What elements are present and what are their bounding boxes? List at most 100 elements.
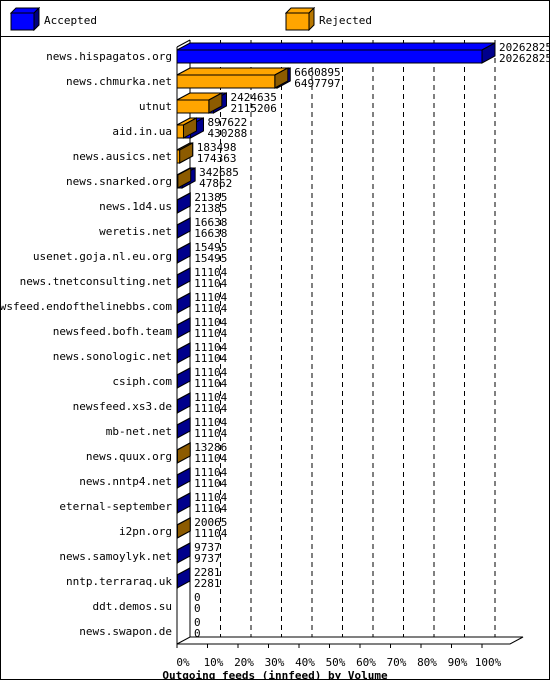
value-label-accepted-news-ausics-net: 183498 xyxy=(197,141,237,154)
value-label-rejected-news-samoylyk-net: 9737 xyxy=(194,552,221,565)
category-label-ddt-demos-su: ddt.demos.su xyxy=(93,600,172,613)
x-tick-label-80: 80% xyxy=(417,656,437,669)
category-label-nntp-terraraq-uk: nntp.terraraq.uk xyxy=(66,575,172,588)
category-label-usenet-goja-nl-eu-org: usenet.goja.nl.eu.org xyxy=(33,250,172,263)
bar-accepted-news-1d4-us-side xyxy=(176,192,191,214)
value-label-rejected-mb-net-net: 11104 xyxy=(194,427,227,440)
x-tick-label-20: 20% xyxy=(234,656,254,669)
value-label-rejected-csiph-com: 11104 xyxy=(194,377,227,390)
bar-accepted-eternal-september-side xyxy=(176,492,191,514)
category-label-news-swapon-de: news.swapon.de xyxy=(79,625,172,638)
legend-rejected-label: Rejected xyxy=(319,14,372,27)
category-label-utnut: utnut xyxy=(139,100,172,113)
value-label-accepted-mb-net-net: 11104 xyxy=(194,416,227,429)
bar-accepted-weretis-net-side xyxy=(176,217,191,239)
bar-accepted-csiph-com-side xyxy=(176,367,191,389)
x-tick-label-70: 70% xyxy=(387,656,407,669)
category-label-csiph-com: csiph.com xyxy=(112,375,172,388)
bar-rejected-news-chmurka-net-top xyxy=(176,67,289,76)
legend: Accepted Rejected xyxy=(1,1,549,37)
value-label-rejected-news-hispagatos-org: 20262825 xyxy=(499,52,550,65)
value-label-rejected-news-swapon-de: 0 xyxy=(194,627,201,640)
category-label-news-samoylyk-net: news.samoylyk.net xyxy=(59,550,172,563)
legend-accepted: Accepted xyxy=(9,6,97,32)
category-label-news-hispagatos-org: news.hispagatos.org xyxy=(46,50,172,63)
bar-accepted-nntp-terraraq-uk-front xyxy=(176,574,178,589)
bar-accepted-news-samoylyk-net-front xyxy=(176,549,178,564)
x-tick-label-90: 90% xyxy=(448,656,468,669)
bar-accepted-news-samoylyk-net-side xyxy=(176,542,191,564)
value-label-rejected-weretis-net: 16638 xyxy=(194,227,227,240)
bar-rejected-i2pn-org-side xyxy=(176,517,191,539)
value-label-accepted-nntp-terraraq-uk: 2281 xyxy=(194,566,221,579)
bar-rejected-news-quux-org-front xyxy=(176,449,178,464)
category-label-eternal-september: eternal-september xyxy=(59,500,172,513)
bar-rejected-news-chmurka-net-front xyxy=(176,74,276,89)
category-label-newsfeed-xs3-de: newsfeed.xs3.de xyxy=(73,400,172,413)
category-label-news-sonologic-net: news.sonologic.net xyxy=(53,350,172,363)
x-tick-label-40: 40% xyxy=(295,656,315,669)
value-label-accepted-news-swapon-de: 0 xyxy=(194,616,201,629)
bar-accepted-news-hispagatos-org-front xyxy=(176,49,483,64)
x-axis-floor xyxy=(176,636,524,645)
category-label-weretis-net: weretis.net xyxy=(99,225,172,238)
category-label-news-chmurka-net: news.chmurka.net xyxy=(66,75,172,88)
value-label-rejected-nntp-terraraq-uk: 2281 xyxy=(194,577,221,590)
value-label-accepted-newsfeed-endofthelinebbs-com: 11104 xyxy=(194,291,227,304)
value-label-accepted-news-quux-org: 13286 xyxy=(194,441,227,454)
value-label-accepted-eternal-september: 11104 xyxy=(194,491,227,504)
value-label-rejected-news-1d4-us: 21385 xyxy=(194,202,227,215)
bar-accepted-mb-net-net-front xyxy=(176,424,178,439)
value-label-accepted-news-snarked-org: 342685 xyxy=(199,166,239,179)
value-label-rejected-newsfeed-bofh-team: 11104 xyxy=(194,327,227,340)
bar-rejected-news-ausics-net-front xyxy=(176,149,181,164)
bar-accepted-newsfeed-xs3-de-front xyxy=(176,399,178,414)
bar-rejected-news-ausics-net-side xyxy=(179,142,194,164)
bar-accepted-newsfeed-bofh-team-side xyxy=(176,317,191,339)
bar-rejected-news-snarked-org-front xyxy=(176,174,179,189)
value-label-rejected-newsfeed-endofthelinebbs-com: 11104 xyxy=(194,302,227,315)
value-label-accepted-news-chmurka-net: 6660895 xyxy=(294,66,340,79)
legend-accepted-label: Accepted xyxy=(44,14,97,27)
value-label-rejected-news-ausics-net: 174363 xyxy=(197,152,237,165)
bar-accepted-mb-net-net-side xyxy=(176,417,191,439)
value-label-rejected-i2pn-org: 11104 xyxy=(194,527,227,540)
value-label-accepted-utnut: 2424635 xyxy=(230,91,276,104)
bar-accepted-weretis-net-front xyxy=(176,224,178,239)
bar-accepted-news-tnetconsulting-net-side xyxy=(176,267,191,289)
value-label-rejected-eternal-september: 11104 xyxy=(194,502,227,515)
category-label-newsfeed-endofthelinebbs-com: newsfeed.endofthelinebbs.com xyxy=(0,300,172,313)
x-tick-label-100: 100% xyxy=(475,656,502,669)
value-label-rejected-ddt-demos-su: 0 xyxy=(194,602,201,615)
value-label-accepted-weretis-net: 16638 xyxy=(194,216,227,229)
value-label-rejected-usenet-goja-nl-eu-org: 15495 xyxy=(194,252,227,265)
value-label-rejected-news-nntp4-net: 11104 xyxy=(194,477,227,490)
bar-rejected-news-quux-org-side xyxy=(176,442,191,464)
value-label-rejected-newsfeed-xs3-de: 11104 xyxy=(194,402,227,415)
bar-accepted-csiph-com-front xyxy=(176,374,178,389)
bar-accepted-newsfeed-endofthelinebbs-com-side xyxy=(176,292,191,314)
value-label-accepted-i2pn-org: 20065 xyxy=(194,516,227,529)
value-label-accepted-news-1d4-us: 21385 xyxy=(194,191,227,204)
value-label-accepted-news-nntp4-net: 11104 xyxy=(194,466,227,479)
value-label-rejected-news-chmurka-net: 6497797 xyxy=(294,77,340,90)
value-label-rejected-news-sonologic-net: 11104 xyxy=(194,352,227,365)
category-label-aid-in-ua: aid.in.ua xyxy=(112,125,172,138)
bar-accepted-newsfeed-xs3-de-side xyxy=(176,392,191,414)
category-label-news-nntp4-net: news.nntp4.net xyxy=(79,475,172,488)
value-label-rejected-news-snarked-org: 47862 xyxy=(199,177,232,190)
x-tick-label-10: 10% xyxy=(204,656,224,669)
value-label-accepted-news-tnetconsulting-net: 11104 xyxy=(194,266,227,279)
value-label-accepted-newsfeed-xs3-de: 11104 xyxy=(194,391,227,404)
category-label-news-quux-org: news.quux.org xyxy=(86,450,172,463)
category-label-mb-net-net: mb-net.net xyxy=(106,425,172,438)
bar-rejected-utnut-front xyxy=(176,99,210,114)
value-label-accepted-csiph-com: 11104 xyxy=(194,366,227,379)
bar-accepted-news-sonologic-net-side xyxy=(176,342,191,364)
legend-accepted-swatch xyxy=(9,6,41,32)
category-label-news-tnetconsulting-net: news.tnetconsulting.net xyxy=(20,275,172,288)
category-label-i2pn-org: i2pn.org xyxy=(119,525,172,538)
bar-accepted-nntp-terraraq-uk-side xyxy=(176,567,191,589)
